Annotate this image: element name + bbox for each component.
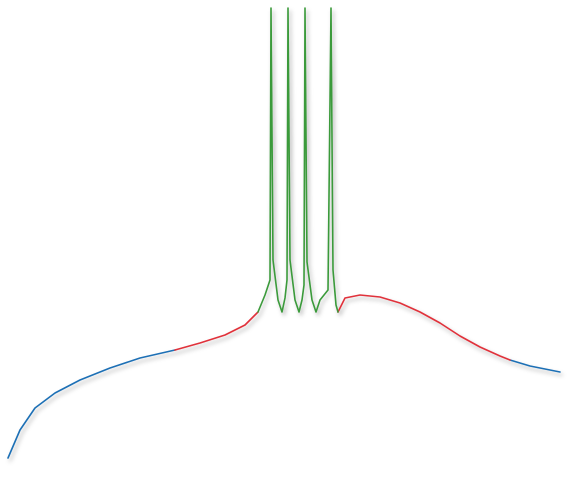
trace-line <box>174 294 511 361</box>
trace-line <box>257 7 339 313</box>
plot-area <box>7 7 561 459</box>
trace-line <box>7 349 561 459</box>
